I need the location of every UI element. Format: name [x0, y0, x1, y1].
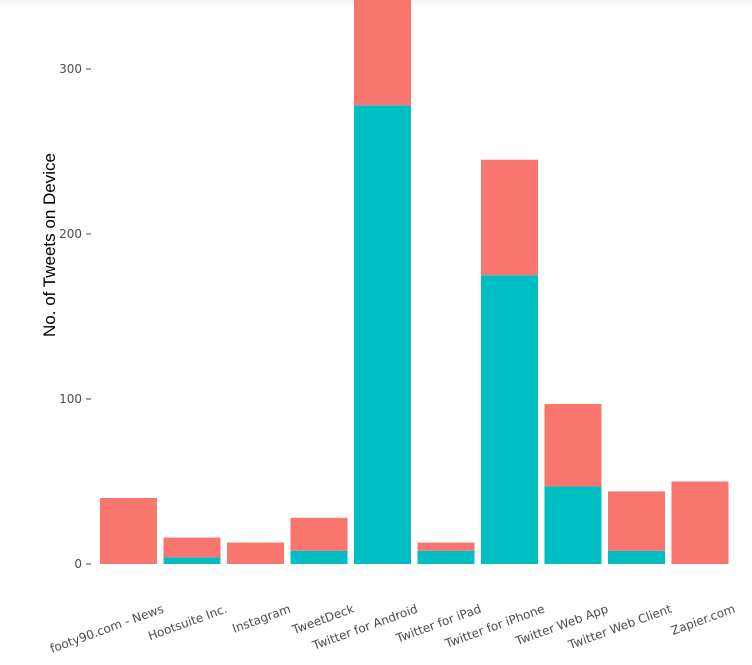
x-tick-label: Instagram: [230, 602, 292, 636]
bars-group: [100, 0, 729, 565]
bar-salmon-7: [544, 403, 602, 487]
y-tick-label: 300: [59, 62, 82, 76]
bar-salmon-6: [481, 159, 538, 276]
bar-salmon-1: [163, 537, 221, 558]
bar-salmon-9: [671, 481, 729, 564]
x-tick-label: Zapier.com: [669, 602, 737, 638]
y-tick-label: 0: [74, 557, 82, 571]
bar-salmon-4: [354, 0, 411, 106]
y-tick-label: 200: [59, 227, 82, 241]
bar-salmon-3: [290, 517, 348, 551]
bar-teal-4: [354, 105, 411, 565]
bar-teal-3: [290, 550, 348, 564]
bar-salmon-2: [227, 542, 284, 564]
bar-salmon-0: [100, 498, 157, 564]
bar-salmon-8: [608, 491, 665, 551]
bar-teal-7: [544, 486, 602, 564]
y-axis-label: No. of Tweets on Device: [40, 153, 59, 337]
bar-teal-6: [481, 275, 538, 564]
y-axis: 0 100 200 300: [59, 62, 91, 571]
y-tick-label: 100: [59, 392, 82, 406]
bar-teal-8: [608, 550, 665, 564]
bar-teal-1: [163, 557, 221, 564]
x-tick-label: Twitter for Android: [310, 602, 420, 653]
bar-teal-5: [417, 550, 475, 564]
bar-salmon-5: [417, 542, 475, 551]
